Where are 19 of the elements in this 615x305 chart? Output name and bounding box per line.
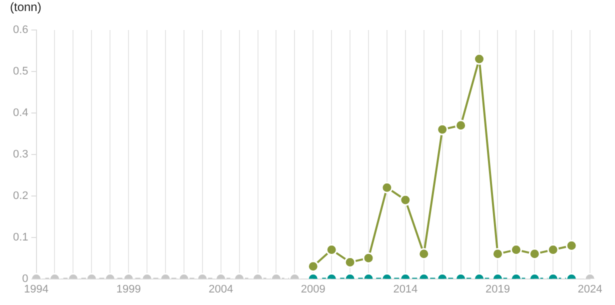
point (381, 182, 393, 194)
x-tick-label: 2009 (300, 283, 326, 296)
point (455, 120, 467, 132)
y-tick-label: 0.5 (12, 66, 28, 78)
y-tick-label: 0.2 (12, 190, 28, 202)
x-tick-label: 2024 (578, 283, 602, 296)
x-tick-label: 2004 (208, 283, 234, 296)
y-tick-label: 0.1 (12, 231, 28, 244)
y-tick-label: 0 (22, 272, 28, 285)
x-tick-label: 1999 (116, 283, 141, 296)
x-tick-label: 2019 (485, 283, 510, 296)
y-tick-label: 0.4 (12, 106, 28, 119)
point (436, 124, 448, 136)
x-tick-label: 1994 (24, 283, 49, 296)
y-tick-label: 0.6 (12, 24, 28, 36)
point (400, 194, 412, 206)
y-tick-label: 0.3 (12, 148, 28, 160)
y-axis-title: (tonn) (10, 0, 42, 14)
x-tick-label: 2014 (393, 283, 418, 296)
